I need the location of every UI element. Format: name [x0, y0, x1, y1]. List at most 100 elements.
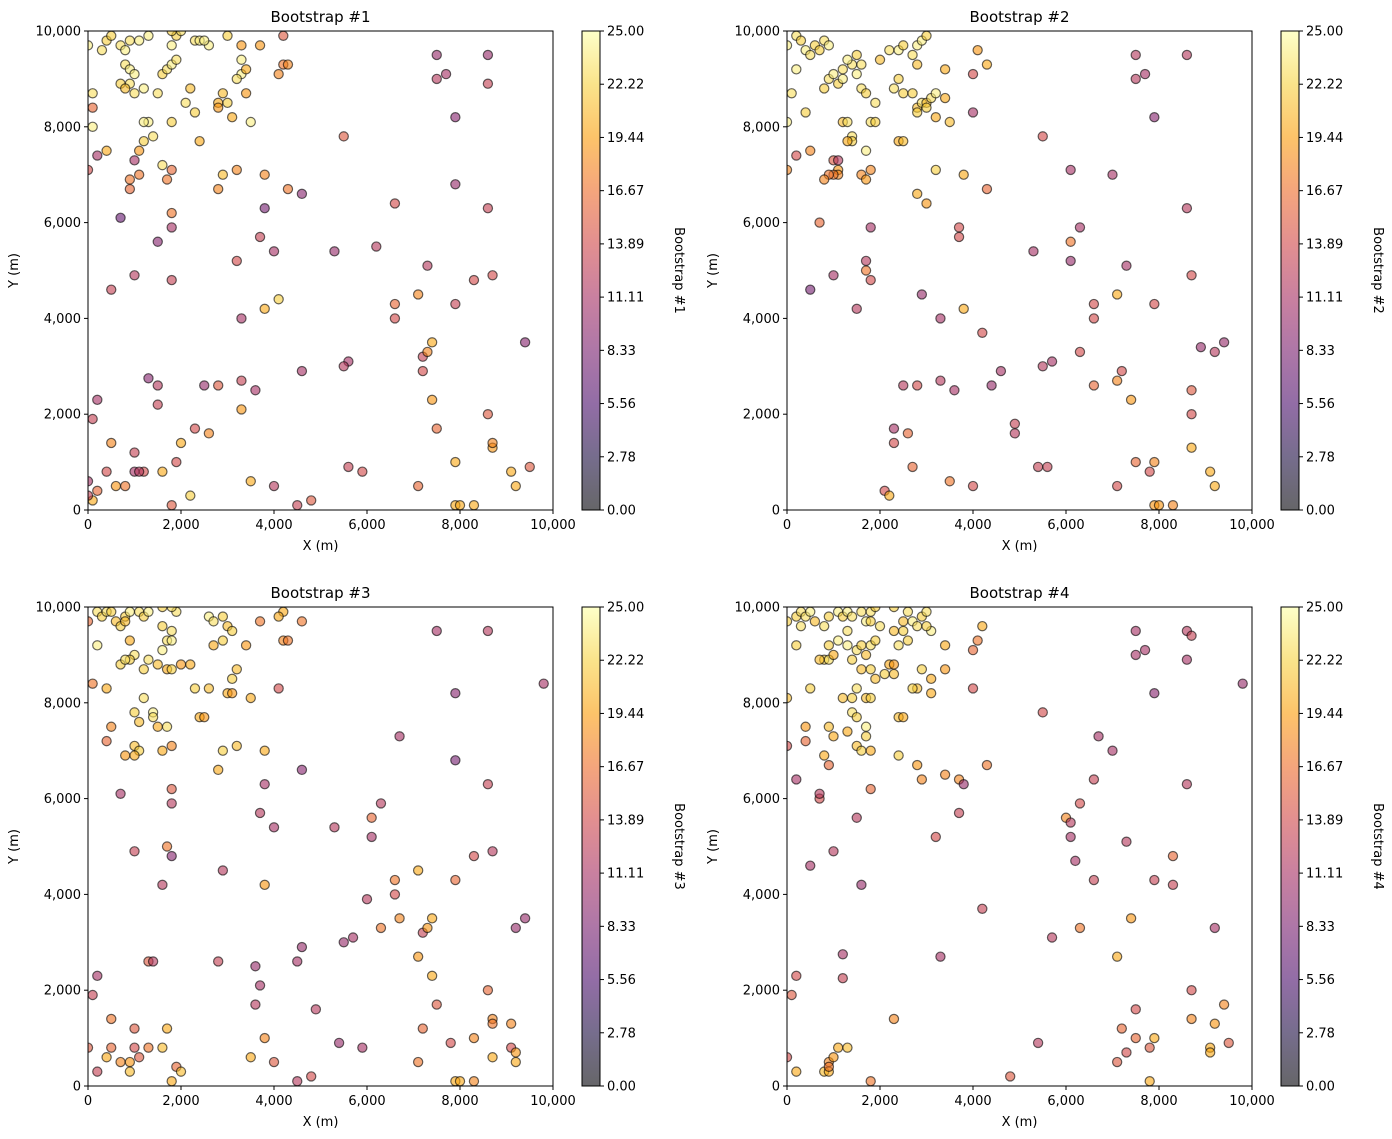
data-point	[1130, 1004, 1141, 1015]
data-point	[217, 611, 229, 622]
data-point	[791, 970, 802, 982]
data-point	[930, 112, 942, 123]
data-point	[88, 88, 98, 99]
data-point	[856, 879, 867, 891]
data-point	[245, 1052, 256, 1063]
y-tick-label: 4,000	[743, 312, 780, 327]
colorbar-tick-label: 13.89	[607, 237, 644, 252]
data-point	[823, 40, 835, 51]
data-point	[967, 68, 979, 80]
data-point	[129, 707, 140, 718]
data-point	[101, 145, 112, 156]
data-point	[1074, 922, 1086, 934]
data-point	[254, 40, 266, 51]
data-point	[143, 1042, 154, 1053]
data-point	[898, 380, 909, 391]
data-point	[865, 1076, 876, 1086]
data-point	[245, 692, 256, 704]
data-point	[431, 999, 442, 1010]
data-point	[1065, 164, 1076, 176]
data-point	[273, 294, 284, 305]
data-point	[860, 174, 872, 185]
data-point	[222, 31, 233, 41]
data-point	[1065, 255, 1076, 267]
data-point	[791, 64, 802, 75]
x-tick-label: 4,000	[255, 1094, 292, 1109]
colorbar-tick-label: 8.33	[1306, 344, 1335, 359]
data-point	[805, 683, 816, 694]
data-point	[795, 35, 807, 46]
data-point	[505, 1018, 517, 1029]
data-point	[1144, 466, 1155, 477]
data-point	[133, 145, 145, 156]
data-point	[482, 625, 494, 637]
data-point	[1032, 1037, 1044, 1049]
data-point	[865, 274, 876, 286]
data-point	[329, 246, 340, 257]
data-point	[912, 188, 923, 200]
data-point	[129, 155, 140, 166]
data-point	[273, 68, 284, 80]
colorbar: 0.00 2.78 5.56 8.33 11.11 13.89 16.67 19.44 22.2…	[1280, 25, 1385, 519]
data-point	[510, 1056, 521, 1068]
colorbar: 0.00 2.78 5.56 8.33 11.11 13.89 16.67 19.44 22.2…	[581, 25, 686, 519]
data-point	[879, 668, 890, 680]
data-point	[837, 73, 849, 85]
data-point	[977, 327, 988, 338]
data-point	[842, 1042, 853, 1053]
data-point	[893, 73, 904, 85]
data-point	[124, 35, 136, 46]
colorbar-tick-label: 5.56	[1306, 397, 1335, 412]
colorbar-tick-label: 5.56	[1306, 973, 1335, 988]
data-point	[445, 1037, 456, 1049]
data-point	[1181, 203, 1193, 214]
data-point	[856, 607, 867, 617]
data-point	[147, 956, 159, 967]
data-point	[454, 1076, 466, 1086]
y-tick-label: 10,000	[36, 601, 82, 616]
data-point	[791, 1066, 802, 1077]
data-point	[888, 625, 900, 637]
data-point	[147, 131, 159, 142]
data-point	[856, 640, 867, 651]
data-point	[791, 774, 802, 785]
data-point	[851, 812, 862, 823]
colorbar-label: Bootstrap #1	[671, 227, 686, 314]
data-point	[1195, 341, 1207, 353]
data-point	[92, 485, 103, 497]
data-point	[1181, 654, 1193, 665]
data-point	[296, 365, 308, 377]
x-tick-label: 6,000	[1047, 1094, 1084, 1109]
colorbar-tick-label: 16.67	[1306, 760, 1343, 775]
data-point	[147, 711, 159, 723]
colorbar-frame	[1280, 30, 1300, 511]
data-point	[129, 270, 140, 281]
colorbar-tick-label: 25.00	[1306, 601, 1343, 616]
data-point	[268, 1056, 280, 1068]
colorbar-tick-label: 2.78	[607, 1026, 636, 1041]
data-point	[935, 375, 946, 386]
x-tick-label: 10,000	[530, 518, 576, 533]
data-point	[1144, 1076, 1155, 1086]
colorbar-tick-label: 2.78	[1306, 1026, 1335, 1041]
data-point	[166, 798, 177, 809]
data-point	[357, 466, 368, 477]
y-tick-label: 0	[772, 504, 780, 519]
y-tick-label: 10,000	[735, 601, 781, 616]
x-axis-label: X (m)	[303, 539, 339, 554]
data-point	[394, 731, 405, 742]
colorbar-frame	[1280, 606, 1300, 1087]
data-point	[944, 116, 955, 128]
scatter-panel-1: Bootstrap #1 0 2,000 4,000 6,000 8,000 10,000 0…	[7, 8, 686, 554]
data-point	[958, 779, 969, 790]
data-point	[1186, 270, 1197, 281]
data-point	[92, 1066, 103, 1077]
data-point	[958, 303, 969, 315]
y-tick-label: 6,000	[44, 792, 81, 807]
data-point	[1237, 678, 1248, 689]
data-point	[426, 394, 438, 406]
data-point	[157, 745, 168, 756]
data-point	[129, 750, 140, 761]
data-point	[296, 188, 308, 200]
data-point	[823, 1061, 835, 1073]
